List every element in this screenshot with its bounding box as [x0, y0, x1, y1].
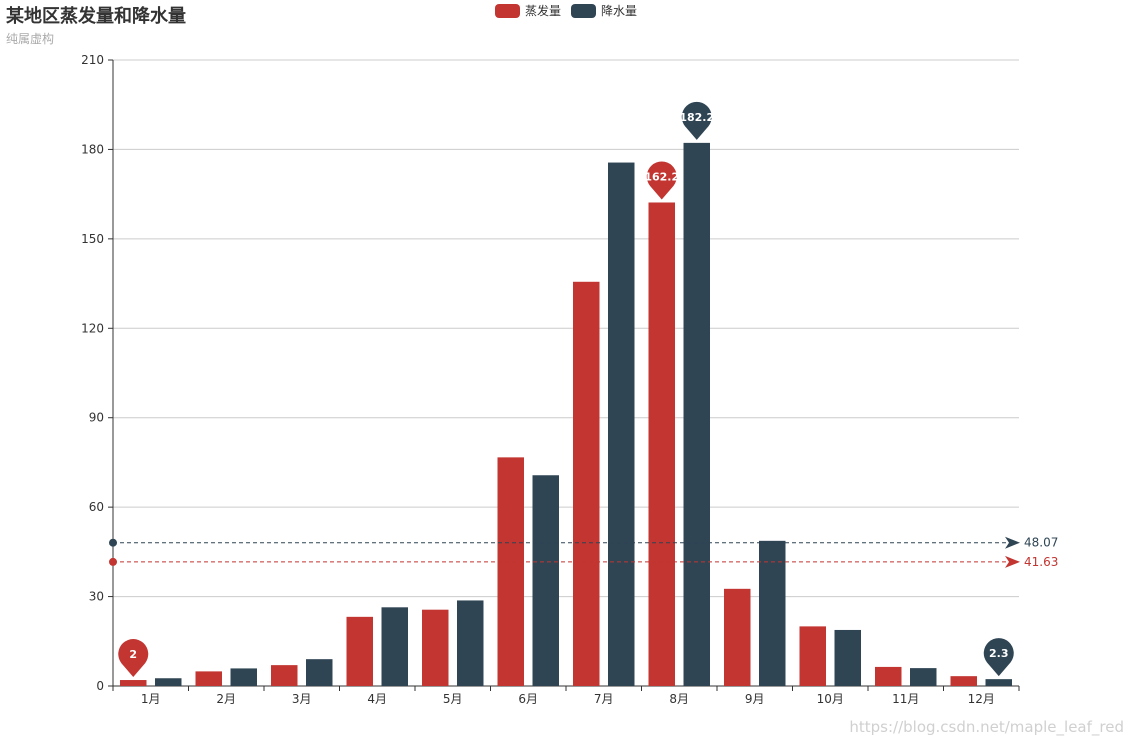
bar-precipitation[interactable]: [457, 600, 484, 686]
mark-point-label: 2: [129, 648, 137, 661]
chart-subtitle: 纯属虚构: [6, 32, 55, 46]
mark-point-pin[interactable]: [983, 638, 1014, 677]
mark-point-pin[interactable]: [118, 639, 149, 678]
bars: [120, 142, 1013, 687]
bar-evaporation[interactable]: [497, 457, 525, 686]
y-tick-label: 180: [81, 142, 104, 156]
mark-lines: 41.63 48.07: [109, 536, 1058, 569]
legend: 蒸发量 降水量: [495, 2, 647, 19]
y-tick-label: 120: [81, 321, 104, 335]
bar-evaporation[interactable]: [271, 665, 298, 686]
bar-evaporation[interactable]: [724, 588, 751, 686]
bar-evaporation[interactable]: [346, 616, 374, 686]
y-tick-label: 90: [89, 411, 104, 425]
legend-item-precipitation[interactable]: 降水量: [571, 2, 637, 19]
x-tick-label: 7月: [594, 692, 614, 706]
x-tick-label: 12月: [968, 692, 995, 706]
bar-precipitation[interactable]: [155, 678, 182, 686]
x-tick-label: 5月: [443, 692, 463, 706]
legend-label-precipitation: 降水量: [601, 4, 638, 18]
bar-evaporation[interactable]: [573, 281, 600, 686]
x-tick-label: 3月: [292, 692, 312, 706]
bar-precipitation[interactable]: [306, 659, 333, 686]
x-tick-label: 9月: [745, 692, 765, 706]
x-tick-label: 8月: [669, 692, 689, 706]
bar-precipitation[interactable]: [532, 475, 560, 686]
bar-evaporation[interactable]: [875, 666, 902, 686]
mark-line-label: 41.63: [1024, 555, 1058, 569]
legend-swatch-evaporation: [495, 3, 520, 18]
mark-point-label: 162.2: [644, 170, 679, 183]
bar-precipitation[interactable]: [608, 162, 635, 686]
bar-evaporation[interactable]: [120, 680, 147, 686]
legend-item-evaporation[interactable]: 蒸发量: [495, 2, 561, 19]
mark-point-pin[interactable]: [681, 101, 712, 140]
axes: 0 30 60 90 120 150 180 210 1月 2月 3月 4月 5月 6月 7月 8月 9月 10月…: [81, 53, 1020, 706]
watermark: https://blog.csdn.net/maple_leaf_red: [849, 718, 1124, 736]
x-tick-label: 10月: [817, 692, 844, 706]
mark-line-label: 48.07: [1024, 536, 1058, 550]
bar-precipitation[interactable]: [985, 679, 1013, 686]
bar-precipitation[interactable]: [381, 607, 409, 686]
mark-point-label: 182.2: [679, 111, 714, 124]
legend-label-evaporation: 蒸发量: [525, 4, 562, 18]
bar-evaporation[interactable]: [422, 609, 449, 686]
bar-precipitation[interactable]: [910, 668, 937, 686]
bar-evaporation[interactable]: [195, 671, 223, 686]
bar-evaporation[interactable]: [648, 202, 676, 687]
bar-evaporation[interactable]: [799, 626, 827, 686]
mark-line-arrow: [1005, 536, 1020, 549]
bar-precipitation[interactable]: [683, 142, 711, 686]
bar-evaporation[interactable]: [950, 676, 978, 686]
x-tick-label: 4月: [367, 692, 387, 706]
x-tick-label: 6月: [518, 692, 538, 706]
grid-lines: [113, 59, 1019, 598]
mark-point-pin[interactable]: [646, 161, 677, 200]
y-tick-label: 60: [89, 500, 104, 514]
mark-line-arrow: [1005, 555, 1020, 568]
x-tick-label: 2月: [216, 692, 236, 706]
y-tick-label: 150: [81, 232, 104, 246]
bar-precipitation[interactable]: [230, 668, 258, 686]
bar-precipitation[interactable]: [834, 629, 862, 686]
legend-swatch-precipitation: [571, 3, 597, 18]
x-tick-label: 11月: [892, 692, 919, 706]
bar-precipitation[interactable]: [759, 540, 786, 686]
x-tick-label: 1月: [141, 692, 161, 706]
y-tick-label: 0: [96, 679, 104, 693]
mark-point-label: 2.3: [989, 647, 1009, 660]
chart-title: 某地区蒸发量和降水量: [6, 6, 186, 27]
y-tick-label: 210: [81, 53, 104, 67]
mark-points: 2 162.2 182.2 2.3: [118, 101, 1014, 678]
y-tick-label: 30: [89, 590, 104, 604]
